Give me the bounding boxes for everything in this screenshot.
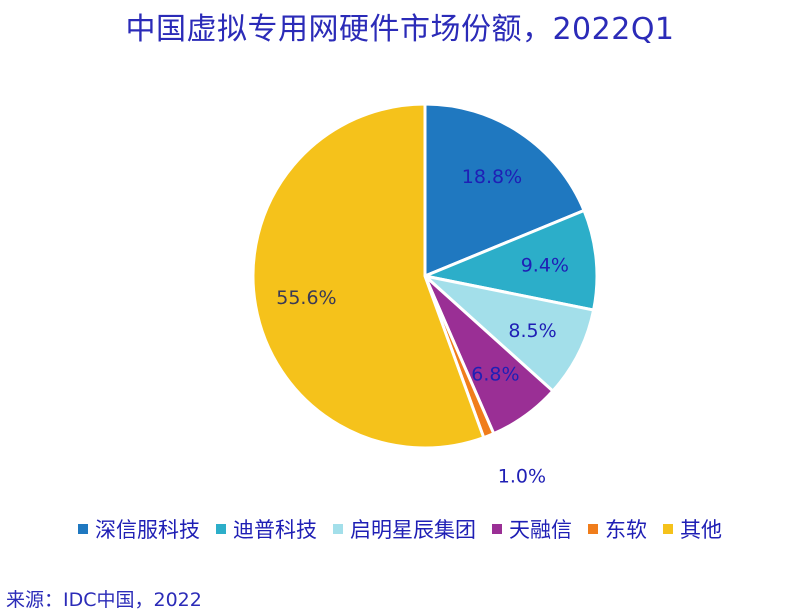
legend-item: 深信服科技 [78, 514, 200, 544]
legend-label: 启明星辰集团 [350, 518, 476, 542]
pie-slice [423, 102, 586, 279]
legend-label: 天融信 [509, 518, 572, 542]
slice-label: 9.4% [521, 254, 569, 276]
slice-label: 18.8% [462, 166, 522, 188]
legend-item: 东软 [588, 514, 647, 544]
legend-item: 天融信 [492, 514, 572, 544]
legend-swatch [78, 524, 88, 534]
legend-item: 迪普科技 [216, 514, 317, 544]
legend-swatch [333, 524, 343, 534]
chart-title: 中国虚拟专用网硬件市场份额，2022Q1 [125, 12, 675, 47]
pie-slice [419, 208, 599, 312]
slice-label: 6.8% [471, 364, 519, 386]
legend-item: 其他 [663, 514, 722, 544]
legend-swatch [663, 524, 673, 534]
legend-swatch [216, 524, 226, 534]
legend-swatch [492, 524, 502, 534]
pie-slice [251, 102, 486, 450]
pie-slice [419, 273, 596, 394]
slice-label: 8.5% [508, 320, 556, 342]
slice-label: 55.6% [276, 287, 336, 309]
legend: 深信服科技 迪普科技 启明星辰集团 天融信 东软 其他 [0, 514, 800, 544]
legend-swatch [588, 524, 598, 534]
legend-label: 深信服科技 [95, 518, 200, 542]
source-note: 来源：IDC中国，2022 [6, 589, 202, 611]
legend-label: 其他 [680, 518, 722, 542]
legend-label: 东软 [605, 518, 647, 542]
slice-label: 1.0% [498, 466, 546, 488]
legend-label: 迪普科技 [233, 518, 317, 542]
legend-item: 启明星辰集团 [333, 514, 476, 544]
